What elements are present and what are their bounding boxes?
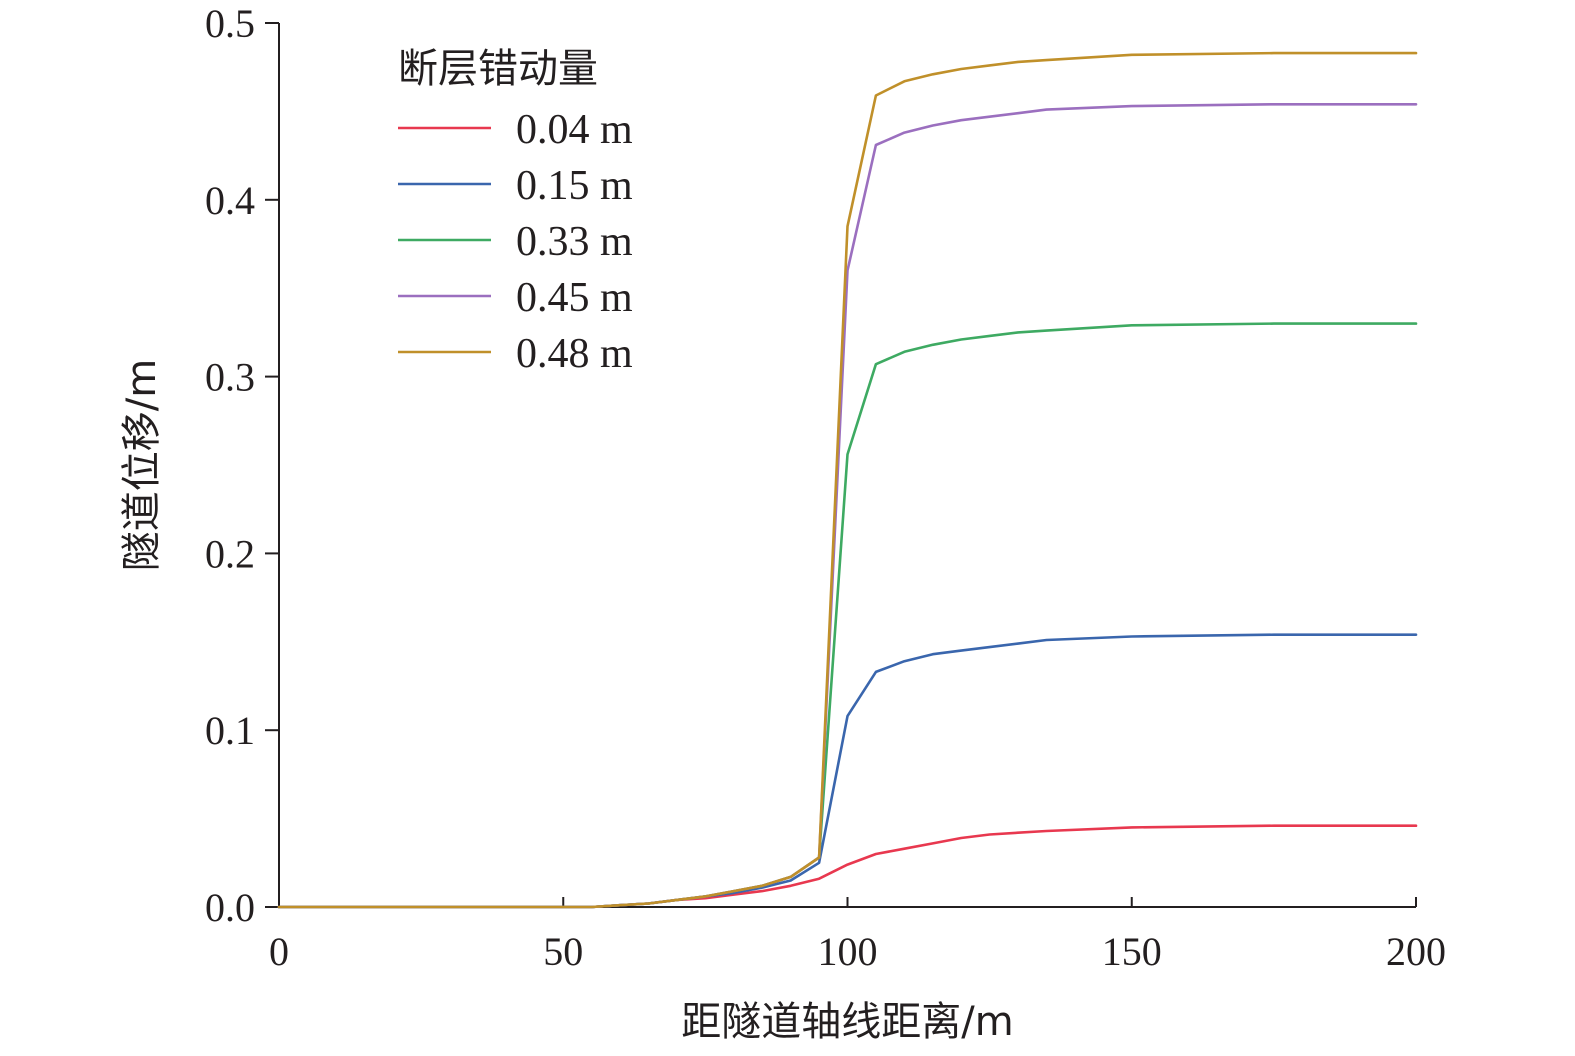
legend-label-5: 0.48 m <box>516 331 633 377</box>
series-line-2 <box>277 633 1418 909</box>
x-axis-title: 距隧道轴线距离/m <box>681 999 1013 1045</box>
x-tick-label: 50 <box>543 929 583 974</box>
y-tick-label: 0.4 <box>205 178 255 223</box>
legend: 断层错动量 0.04 m 0.15 m 0.33 m 0.45 m 0.48 m <box>398 46 633 377</box>
legend-label-3: 0.33 m <box>516 219 633 265</box>
y-tick-label: 0.0 <box>205 885 255 930</box>
x-tick-label: 200 <box>1386 929 1446 974</box>
x-ticks: 0 50 100 150 200 <box>269 897 1446 974</box>
y-tick-label: 0.2 <box>205 531 255 576</box>
series-line-1 <box>277 824 1418 909</box>
y-axis-title: 隧道位移/m <box>119 359 165 571</box>
y-ticks: 0.0 0.1 0.2 0.3 0.4 0.5 <box>205 1 279 930</box>
y-tick-label: 0.1 <box>205 708 255 753</box>
x-tick-label: 100 <box>818 929 878 974</box>
series-line-3 <box>277 322 1418 909</box>
legend-label-1: 0.04 m <box>516 107 633 153</box>
y-tick-label: 0.3 <box>205 355 255 400</box>
legend-label-4: 0.45 m <box>516 275 633 321</box>
y-tick-label: 0.5 <box>205 1 255 46</box>
legend-title: 断层错动量 <box>398 46 598 92</box>
series-group <box>277 51 1418 909</box>
x-tick-label: 0 <box>269 929 289 974</box>
x-tick-label: 150 <box>1102 929 1162 974</box>
series-line-5 <box>277 51 1418 909</box>
legend-label-2: 0.15 m <box>516 163 633 209</box>
